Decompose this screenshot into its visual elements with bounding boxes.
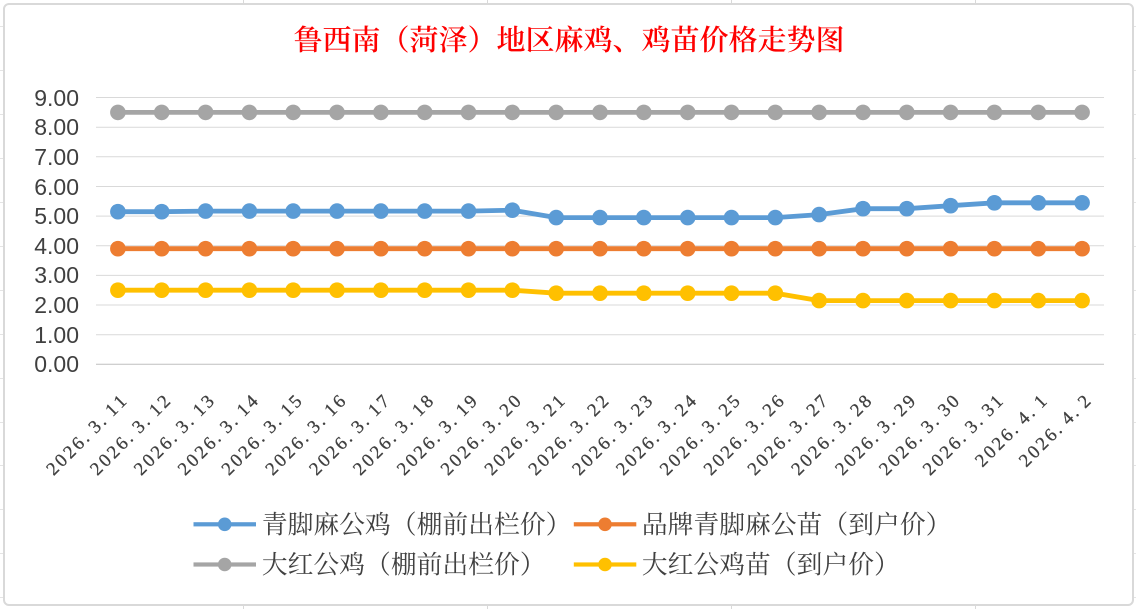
svg-text:2026.4.2: 2026.4.2 xyxy=(1015,391,1095,471)
